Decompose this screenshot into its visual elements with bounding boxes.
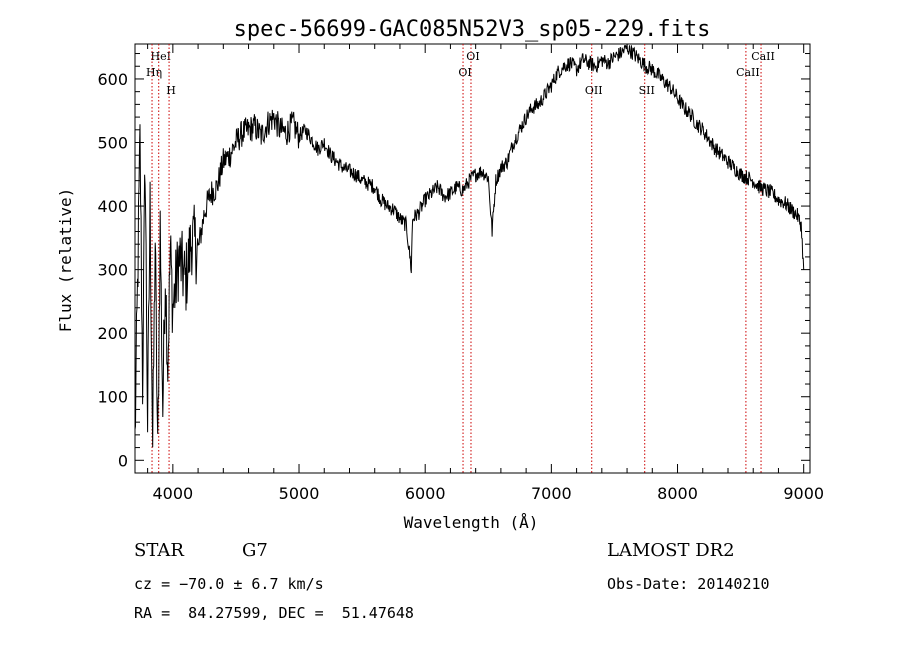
plot-frame (134, 43, 811, 474)
y-tick-label: 0 (118, 451, 128, 470)
line-marker-label: OI (458, 66, 471, 79)
line-marker-label: Hη (146, 66, 162, 79)
x-tick-label: 8000 (657, 484, 698, 503)
plot-border (134, 43, 811, 474)
line-marker-label: CaII (736, 66, 760, 79)
y-axis-label: Flux (relative) (56, 188, 75, 333)
y-tick-label: 300 (97, 261, 128, 280)
x-tick-label: 4000 (152, 484, 193, 503)
y-tick-label: 400 (97, 197, 128, 216)
line-marker-label: OII (585, 84, 603, 97)
spectral-line-markers: HeI Hη H OI OI OII SII CaII CaII (146, 44, 775, 473)
line-marker-label: HeI (150, 50, 170, 63)
x-tick-label: 7000 (531, 484, 572, 503)
survey-name: LAMOST DR2 (607, 540, 735, 561)
line-marker-label: SII (639, 84, 655, 97)
observation-date: Obs-Date: 20140210 (607, 575, 770, 593)
coordinates-info: RA = 84.27599, DEC = 51.47648 (134, 604, 414, 622)
x-axis-label: Wavelength (Å) (404, 513, 539, 532)
subclass: G7 (242, 540, 268, 561)
redshift-info: cz = −70.0 ± 6.7 km/s (134, 575, 324, 593)
object-class: STAR (134, 540, 184, 561)
chart-title: spec-56699-GAC085N52V3_sp05-229.fits (234, 17, 711, 42)
line-marker-label: CaII (751, 50, 775, 63)
line-marker-label: H (166, 84, 176, 97)
y-tick-label: 200 (97, 324, 128, 343)
x-tick-label: 9000 (783, 484, 824, 503)
spectrum-line (134, 43, 805, 448)
y-tick-label: 600 (97, 70, 128, 89)
spectrum-series (134, 43, 805, 448)
y-tick-label: 100 (97, 388, 128, 407)
x-tick-label: 6000 (405, 484, 446, 503)
x-tick-label: 5000 (279, 484, 320, 503)
y-tick-label: 500 (97, 134, 128, 153)
axis-ticks: 4000 5000 6000 7000 8000 9000 0 100 200 300 400 500… (97, 44, 824, 503)
line-marker-label: OI (466, 50, 479, 63)
